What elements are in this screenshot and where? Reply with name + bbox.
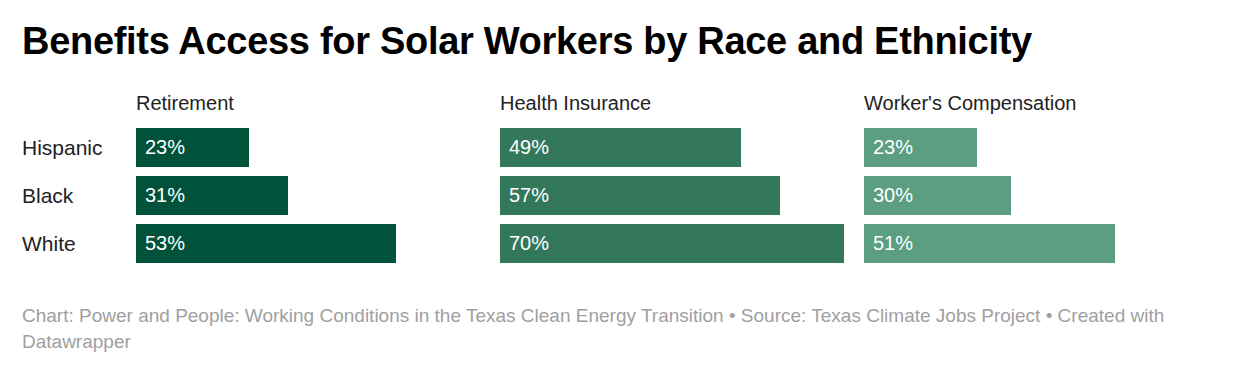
panel-title: Retirement — [136, 92, 234, 115]
data-label: 23% — [873, 128, 913, 167]
source-note: Chart: Power and People: Working Conditi… — [22, 303, 1212, 355]
data-label: 30% — [873, 176, 913, 215]
data-label: 23% — [145, 128, 185, 167]
panel-title: Health Insurance — [500, 92, 651, 115]
chart-title: Benefits Access for Solar Workers by Rac… — [22, 20, 1032, 63]
data-label: 70% — [509, 224, 549, 263]
data-label: 51% — [873, 224, 913, 263]
data-label: 53% — [145, 224, 185, 263]
data-label: 57% — [509, 176, 549, 215]
bar — [500, 224, 844, 263]
panel-title: Worker's Compensation — [864, 92, 1076, 115]
category-label: Hispanic — [22, 128, 103, 167]
data-label: 31% — [145, 176, 185, 215]
data-label: 49% — [509, 128, 549, 167]
category-label: Black — [22, 176, 73, 215]
category-label: White — [22, 224, 76, 263]
